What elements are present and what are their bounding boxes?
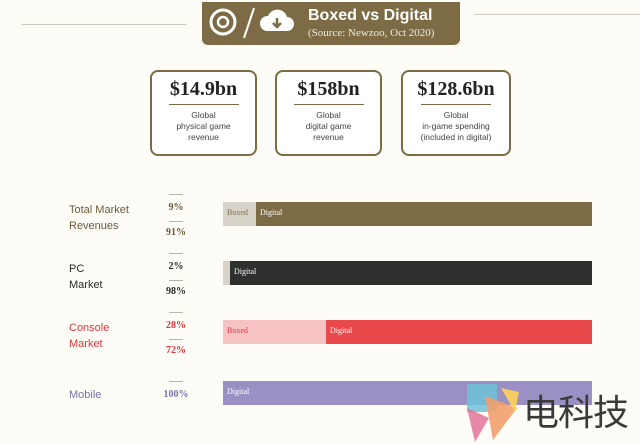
digital-percent-label: 100% bbox=[163, 389, 189, 400]
page-title: Boxed vs Digital bbox=[308, 7, 433, 24]
pct-divider bbox=[169, 221, 183, 222]
stat-label: Global physical game revenue bbox=[176, 110, 231, 142]
boxed-percent-label: 9% bbox=[168, 202, 184, 213]
bar-row: Digital bbox=[223, 381, 592, 405]
pct-divider bbox=[169, 381, 183, 382]
pct-divider bbox=[169, 253, 183, 254]
row-label: Console Market bbox=[69, 322, 110, 350]
digital-segment-label: Digital bbox=[330, 326, 353, 335]
digital-percent-label: 72% bbox=[166, 345, 186, 356]
digital-percent-label: 98% bbox=[166, 286, 186, 297]
bar-row: Boxed Digital bbox=[223, 320, 592, 344]
boxed-percent-label: 28% bbox=[166, 320, 186, 331]
pct-divider bbox=[169, 312, 183, 313]
bar-segment-digital bbox=[326, 320, 592, 344]
bar-segment-boxed bbox=[223, 261, 230, 285]
cloud-download-icon bbox=[259, 9, 294, 31]
stat-label: Global digital game revenue bbox=[305, 110, 352, 142]
pct-divider bbox=[169, 280, 183, 281]
source-note: (Source: Newzoo, Oct 2020) bbox=[308, 27, 435, 39]
stat-value: $14.9bn bbox=[169, 78, 238, 100]
bar-segment-digital bbox=[230, 261, 592, 285]
stat-card-physical: $14.9bn Global physical game revenue bbox=[150, 70, 257, 156]
bar-segment-digital bbox=[256, 202, 592, 226]
bar-segment-boxed bbox=[223, 320, 326, 344]
digital-segment-label: Digital bbox=[260, 208, 283, 217]
stat-value: $158bn bbox=[297, 78, 360, 100]
stat-card-digital: $158bn Global digital game revenue bbox=[275, 70, 382, 156]
bar-row: Boxed Digital bbox=[223, 202, 592, 226]
boxed-segment-label: Boxed bbox=[227, 326, 248, 335]
stat-value: $128.6bn bbox=[417, 78, 495, 100]
title-banner: Boxed vs Digital (Source: Newzoo, Oct 20… bbox=[200, 0, 462, 47]
watermark-text: 电科技 bbox=[523, 393, 629, 434]
stat-label: Global in-game spending (included in dig… bbox=[420, 110, 492, 142]
boxed-percent-label: 2% bbox=[168, 261, 184, 272]
row-label: Total Market Revenues bbox=[69, 204, 129, 232]
slash-divider bbox=[243, 7, 255, 39]
row-label: PC Market bbox=[69, 263, 103, 291]
bar-segment-digital bbox=[223, 381, 592, 405]
stat-divider bbox=[168, 104, 239, 105]
pct-divider bbox=[169, 194, 183, 195]
pct-divider bbox=[169, 339, 183, 340]
bar-row: Digital bbox=[223, 261, 592, 285]
digital-segment-label: Digital bbox=[234, 267, 257, 276]
stat-divider bbox=[421, 104, 491, 105]
digital-percent-label: 91% bbox=[166, 227, 186, 238]
header-rule-left bbox=[22, 24, 186, 25]
watermark-logo-icon bbox=[467, 384, 519, 442]
bar-segment-boxed bbox=[223, 202, 256, 226]
stat-divider bbox=[293, 104, 364, 105]
stat-card-in-game: $128.6bn Global in-game spending (includ… bbox=[401, 70, 511, 156]
row-label: Mobile bbox=[69, 389, 102, 401]
digital-segment-label: Digital bbox=[227, 387, 250, 396]
boxed-segment-label: Boxed bbox=[227, 208, 248, 217]
header-rule-right bbox=[474, 14, 640, 15]
disc-icon bbox=[209, 8, 237, 36]
